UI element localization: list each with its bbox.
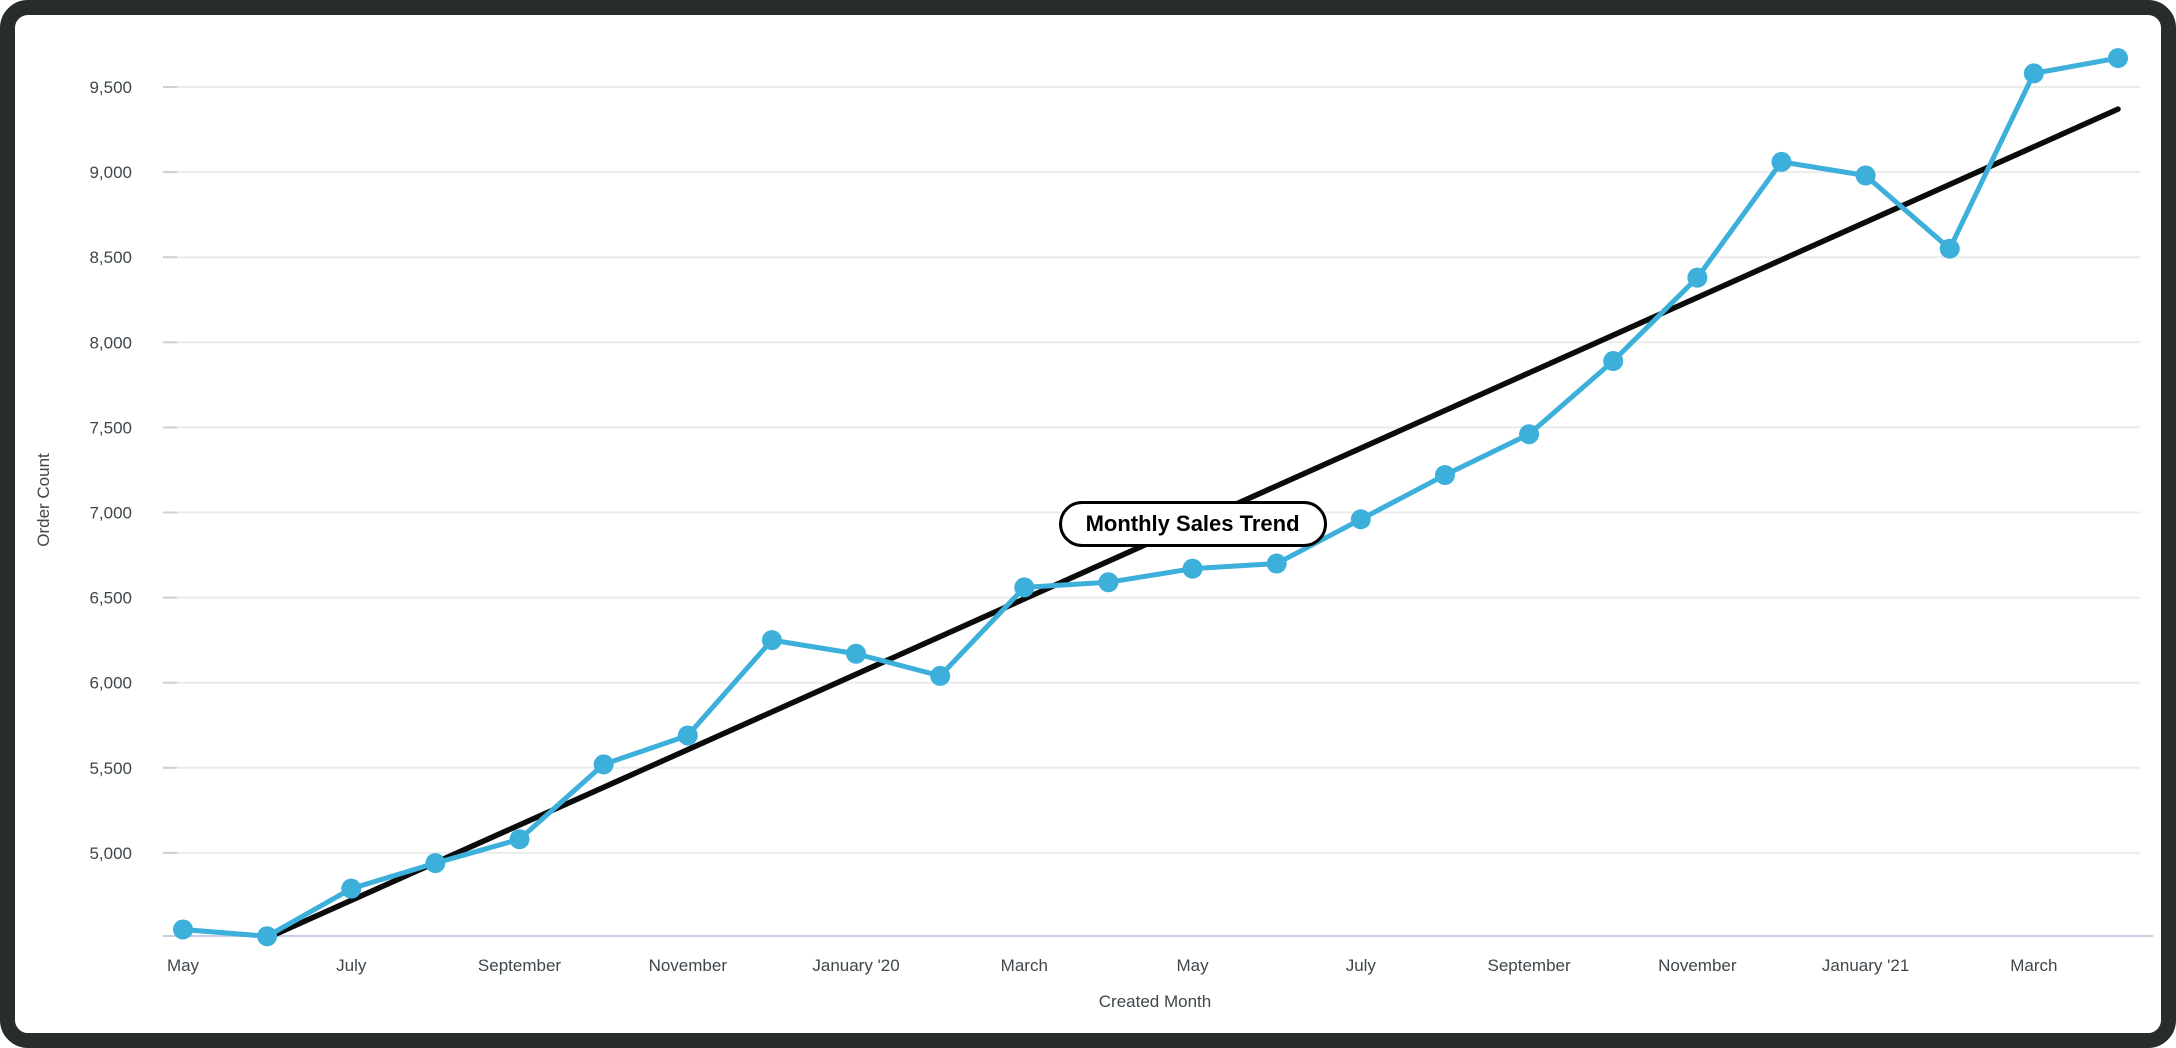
x-tick-label: January '21 xyxy=(1822,956,1909,975)
y-tick-label: 8,000 xyxy=(89,333,132,352)
data-point[interactable] xyxy=(1182,558,1203,579)
data-point[interactable] xyxy=(1014,577,1035,598)
x-tick-label: May xyxy=(167,956,200,975)
y-tick-label: 5,000 xyxy=(89,844,132,863)
data-point[interactable] xyxy=(257,926,278,947)
y-tick-label: 5,500 xyxy=(89,759,132,778)
data-point[interactable] xyxy=(2023,63,2044,84)
gridlines xyxy=(163,86,2140,854)
data-point[interactable] xyxy=(846,643,867,664)
x-axis-tick-labels: May July September November January '20 March… xyxy=(167,956,2058,975)
data-point[interactable] xyxy=(1603,351,1624,372)
y-tick-label: 7,500 xyxy=(89,418,132,437)
x-tick-label: May xyxy=(1177,956,1210,975)
data-point[interactable] xyxy=(173,919,193,940)
data-point[interactable] xyxy=(1855,165,1876,186)
data-point[interactable] xyxy=(1939,238,1960,259)
data-point[interactable] xyxy=(509,829,530,850)
x-tick-label: January '20 xyxy=(812,956,899,975)
x-tick-label: July xyxy=(336,956,367,975)
y-tick-label: 7,000 xyxy=(89,504,132,523)
y-tick-label: 8,500 xyxy=(89,248,132,267)
y-tick-label: 9,500 xyxy=(89,78,132,97)
series-line xyxy=(180,55,2121,939)
data-point[interactable] xyxy=(593,754,614,775)
data-point[interactable] xyxy=(341,878,362,899)
data-point[interactable] xyxy=(1434,465,1455,486)
x-tick-label: September xyxy=(478,956,561,975)
x-tick-label: March xyxy=(2010,956,2057,975)
data-point[interactable] xyxy=(2108,48,2128,69)
y-tick-label: 6,500 xyxy=(89,589,132,608)
data-point[interactable] xyxy=(1266,553,1287,574)
y-tick-label: 6,000 xyxy=(89,674,132,693)
y-tick-label: 9,000 xyxy=(89,163,132,182)
y-axis-tick-labels: 5,000 5,500 6,000 6,500 7,000 7,500 8,000 8,500… xyxy=(89,78,132,863)
data-point[interactable] xyxy=(1771,151,1792,172)
data-point[interactable] xyxy=(1098,572,1119,593)
x-tick-label: July xyxy=(1346,956,1377,975)
x-tick-label: November xyxy=(649,956,728,975)
data-point[interactable] xyxy=(1519,424,1540,445)
x-tick-label: March xyxy=(1001,956,1048,975)
x-axis-title: Created Month xyxy=(1098,992,1212,1011)
chart-title-annotation: Monthly Sales Trend xyxy=(1058,500,1327,547)
x-tick-label: September xyxy=(1488,956,1571,975)
data-point[interactable] xyxy=(1687,267,1708,288)
x-tick-label: November xyxy=(1658,956,1737,975)
data-point[interactable] xyxy=(761,630,782,651)
y-axis-title: Order Count xyxy=(34,453,53,547)
data-point[interactable] xyxy=(425,853,446,874)
order-count-series xyxy=(173,48,2128,947)
data-point[interactable] xyxy=(677,725,698,746)
data-point[interactable] xyxy=(930,665,951,686)
data-point[interactable] xyxy=(1350,509,1371,530)
